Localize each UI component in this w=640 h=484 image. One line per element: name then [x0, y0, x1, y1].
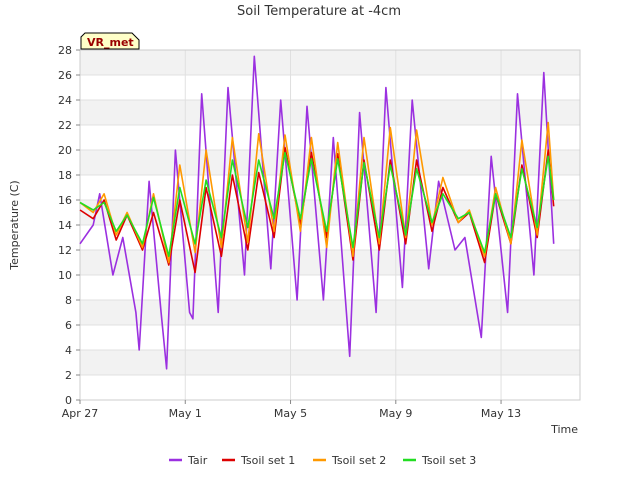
grid-band	[80, 275, 580, 300]
y-tick-label: 4	[65, 344, 72, 357]
x-tick-label: May 9	[379, 407, 412, 420]
grid-band	[80, 325, 580, 350]
y-tick-label: 12	[58, 244, 72, 257]
y-tick-label: 0	[65, 394, 72, 407]
grid-band	[80, 250, 580, 275]
badge-box	[80, 32, 140, 50]
legend-label-tsoil-set-3: Tsoil set 3	[421, 454, 476, 467]
grid-band	[80, 375, 580, 400]
grid-band	[80, 300, 580, 325]
y-tick-label: 26	[58, 69, 72, 82]
grid-band	[80, 350, 580, 375]
y-axis-label: Temperature (C)	[8, 180, 21, 270]
y-tick-label: 2	[65, 369, 72, 382]
y-tick-label: 14	[58, 219, 72, 232]
y-tick-label: 16	[58, 194, 72, 207]
x-tick-label: May 13	[481, 407, 521, 420]
y-tick-label: 20	[58, 144, 72, 157]
y-tick-label: 28	[58, 44, 72, 57]
grid-band	[80, 125, 580, 150]
grid-band	[80, 50, 580, 75]
legend-label-tsoil-set-1: Tsoil set 1	[240, 454, 295, 467]
y-tick-label: 6	[65, 319, 72, 332]
legend-label-tair: Tair	[187, 454, 208, 467]
chart-title: Soil Temperature at -4cm	[237, 4, 401, 19]
grid-band	[80, 150, 580, 175]
grid-band	[80, 75, 580, 100]
legend-label-tsoil-set-2: Tsoil set 2	[331, 454, 386, 467]
x-tick-label: May 5	[274, 407, 307, 420]
y-tick-label: 10	[58, 269, 72, 282]
y-tick-label: 18	[58, 169, 72, 182]
series-layer	[79, 55, 555, 370]
x-axis-label: Time	[550, 423, 578, 436]
vr-met-badge: VR_met	[80, 32, 140, 50]
y-tick-label: 8	[65, 294, 72, 307]
grid-band	[80, 100, 580, 125]
x-tick-label: May 1	[169, 407, 202, 420]
x-axis-ticks: Apr 27 May 1 May 5 May 9 May 13	[62, 400, 521, 420]
y-tick-label: 22	[58, 119, 72, 132]
badge-text: VR_met	[87, 36, 134, 49]
y-tick-label: 24	[58, 94, 72, 107]
series-line-tsoil-set-3	[79, 151, 555, 258]
x-tick-label: Apr 27	[62, 407, 99, 420]
legend: Tair Tsoil set 1 Tsoil set 2 Tsoil set 3	[169, 454, 476, 467]
